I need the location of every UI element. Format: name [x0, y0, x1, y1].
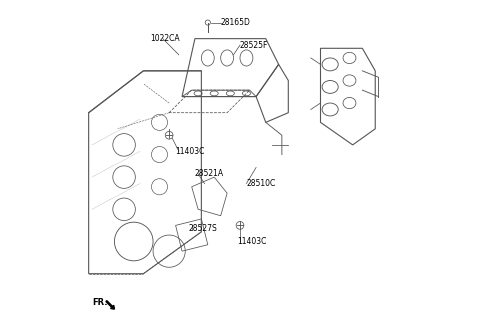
Text: 28510C: 28510C	[246, 179, 276, 188]
Text: 28521A: 28521A	[195, 169, 224, 178]
Text: 28165D: 28165D	[221, 18, 251, 27]
Text: 1022CA: 1022CA	[150, 34, 180, 43]
Text: 11403C: 11403C	[176, 147, 205, 156]
Text: 28527S: 28527S	[189, 224, 217, 233]
Text: FR.: FR.	[92, 298, 108, 307]
Text: 11403C: 11403C	[237, 237, 266, 246]
FancyArrow shape	[106, 301, 114, 309]
Text: 28525F: 28525F	[240, 41, 268, 50]
